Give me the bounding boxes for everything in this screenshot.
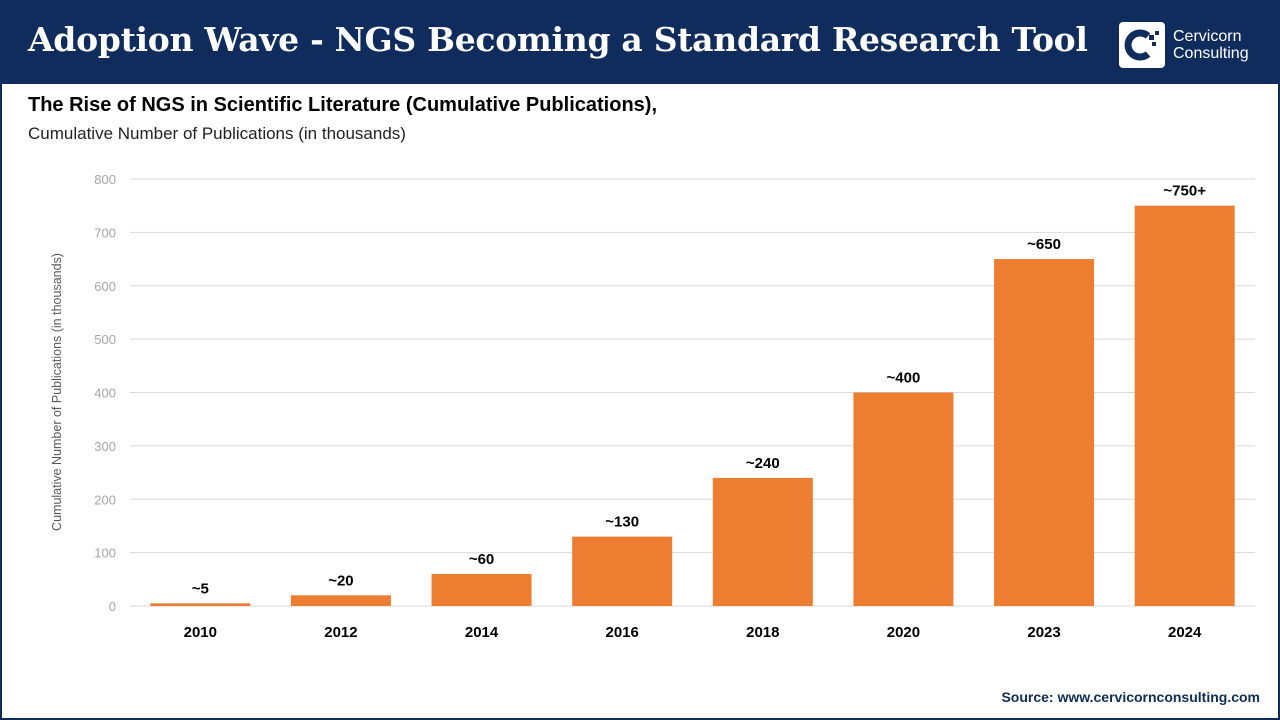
data-label: ~400 xyxy=(887,370,921,387)
source-text: Source: www.cervicornconsulting.com xyxy=(1001,689,1260,705)
bar xyxy=(1134,205,1235,606)
data-label: ~20 xyxy=(328,572,353,589)
x-tick-label: 2018 xyxy=(746,624,779,641)
x-tick-label: 2014 xyxy=(465,624,499,641)
data-label: ~240 xyxy=(746,455,780,472)
x-tick-label: 2010 xyxy=(184,624,217,641)
bar xyxy=(431,573,532,606)
data-label: ~750+ xyxy=(1163,183,1206,200)
header-bar: Adoption Wave - NGS Becoming a Standard … xyxy=(0,0,1280,84)
bar xyxy=(150,603,251,606)
y-tick-label: 100 xyxy=(94,546,116,561)
x-tick-label: 2023 xyxy=(1027,624,1060,641)
bar xyxy=(994,259,1095,606)
y-tick-label: 0 xyxy=(109,599,116,614)
y-tick-label: 600 xyxy=(94,279,116,294)
y-tick-label: 800 xyxy=(94,172,116,187)
bar xyxy=(572,536,673,606)
company-logo: Cervicorn Consulting xyxy=(1119,22,1249,68)
x-tick-label: 2020 xyxy=(887,624,920,641)
x-tick-label: 2012 xyxy=(324,624,357,641)
data-label: ~650 xyxy=(1027,236,1061,253)
bar xyxy=(853,392,954,606)
logo-icon xyxy=(1119,22,1165,68)
bar xyxy=(712,477,813,606)
x-tick-label: 2024 xyxy=(1168,624,1202,641)
logo-text-line2: Consulting xyxy=(1173,45,1249,62)
y-tick-label: 400 xyxy=(94,386,116,401)
data-label: ~130 xyxy=(605,514,639,531)
y-axis-label: Cumulative Number of Publications (in th… xyxy=(50,253,64,531)
y-tick-label: 500 xyxy=(94,332,116,347)
y-tick-label: 300 xyxy=(94,439,116,454)
page-title: Adoption Wave - NGS Becoming a Standard … xyxy=(28,20,1088,59)
data-label: ~5 xyxy=(192,580,209,597)
bar xyxy=(290,595,391,606)
y-tick-label: 200 xyxy=(94,492,116,507)
chart-subtitle: Cumulative Number of Publications (in th… xyxy=(28,124,406,143)
y-tick-label: 700 xyxy=(94,225,116,240)
x-tick-label: 2016 xyxy=(606,624,639,641)
logo-text-line1: Cervicorn xyxy=(1173,28,1242,45)
data-label: ~60 xyxy=(469,551,494,568)
chart-title: The Rise of NGS in Scientific Literature… xyxy=(28,94,657,116)
